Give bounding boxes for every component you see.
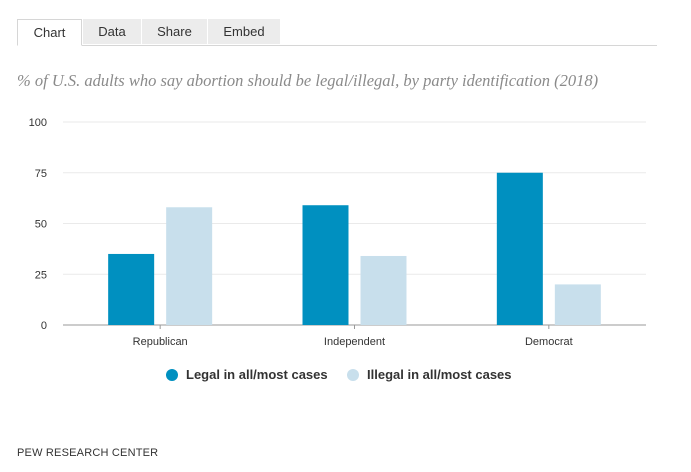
tab-chart[interactable]: Chart xyxy=(17,19,82,46)
bar-legal-democrat xyxy=(496,172,543,325)
legend-label-legal: Legal in all/most cases xyxy=(186,367,328,382)
x-tick-label: Independent xyxy=(324,336,385,348)
legend-swatch-legal xyxy=(166,369,178,381)
bar-legal-independent xyxy=(302,205,349,325)
source-credit: PEW RESEARCH CENTER xyxy=(17,447,159,459)
chart-title: % of U.S. adults who say abortion should… xyxy=(17,71,599,90)
chart-legend: Legal in all/most cases Illegal in all/m… xyxy=(0,366,691,384)
bar-illegal-independent xyxy=(360,255,407,325)
tab-embed[interactable]: Embed xyxy=(208,19,280,44)
y-tick-label: 100 xyxy=(29,117,47,129)
bar-legal-republican xyxy=(108,253,155,325)
legend-label-illegal: Illegal in all/most cases xyxy=(367,367,512,382)
tab-data[interactable]: Data xyxy=(83,19,141,44)
tab-bar: Chart Data Share Embed xyxy=(17,19,657,46)
bar-illegal-democrat xyxy=(554,284,601,325)
y-tick-label: 25 xyxy=(35,269,47,281)
bar-illegal-republican xyxy=(166,207,213,325)
y-tick-label: 50 xyxy=(35,219,47,231)
x-tick-label: Republican xyxy=(133,336,188,348)
y-tick-label: 0 xyxy=(41,320,47,332)
tab-share[interactable]: Share xyxy=(142,19,207,44)
x-tick-label: Democrat xyxy=(525,336,573,348)
legend-swatch-illegal xyxy=(347,369,359,381)
y-tick-label: 75 xyxy=(35,168,47,180)
